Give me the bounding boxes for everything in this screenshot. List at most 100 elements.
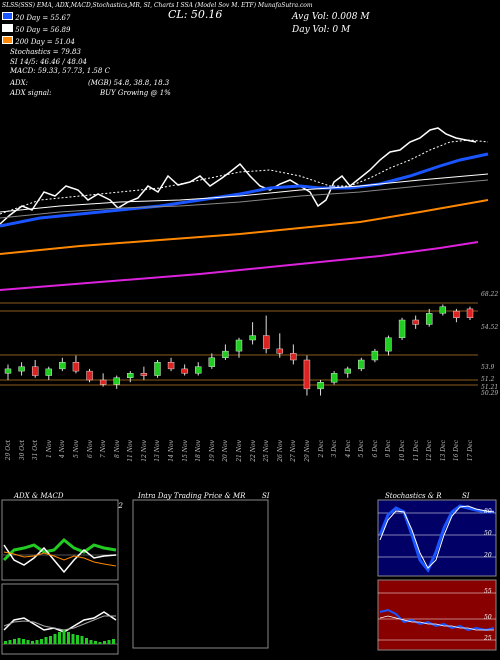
date-tick-label: 21 Nov [236, 440, 243, 462]
macd-bar [85, 638, 88, 644]
date-tick-label: 4 Dec [344, 440, 352, 458]
macd-bar [103, 641, 106, 644]
candle-body [276, 348, 283, 354]
date-tick-label: 13 Dec [439, 440, 447, 462]
candle-body [167, 362, 175, 370]
ema200-legend: 200 Day = 51.04 [2, 36, 75, 46]
date-tick-label: 15 Nov [181, 440, 189, 462]
date-tick-label: 13 Nov [154, 440, 162, 462]
date-tick-label: 29 Nov [303, 440, 311, 462]
si-level-55: 55 [484, 588, 492, 595]
intraday-panel [132, 499, 269, 649]
date-tick-label: 5 Dec [358, 440, 366, 458]
adx-line [3, 551, 117, 567]
macd-bar [107, 640, 111, 644]
stoch-title: Stochastics & R [385, 492, 442, 500]
candle-body [344, 368, 351, 374]
ema20-legend: 20 Day = 55.67 [2, 12, 70, 22]
date-tick-label: 4 Nov [59, 440, 67, 458]
candle-body [453, 310, 460, 318]
macd-bar [17, 638, 21, 644]
candle-body [72, 362, 80, 372]
macd-bar [35, 640, 39, 644]
date-tick-label: 1 Nov [45, 440, 53, 458]
day-volume: Day Vol: 0 M [292, 25, 351, 35]
si-value: SI 14/5: 46.46 / 48.04 [10, 58, 87, 66]
candle-body [303, 359, 311, 390]
candle-body [45, 368, 52, 376]
candle-body [154, 362, 161, 376]
price-level-3: 53.9 [481, 364, 495, 371]
date-tick-label: 20 Nov [222, 440, 230, 462]
date-tick-label: 2 Dec [317, 440, 325, 458]
candle-body [235, 339, 243, 352]
stoch-level-50: 50 [484, 530, 492, 537]
upper-band-2 [0, 179, 489, 219]
candle-body [290, 353, 297, 361]
date-tick-label: 12 Nov [140, 440, 148, 462]
candle-body [59, 362, 66, 370]
ema200-label: 200 Day = 51.04 [15, 38, 75, 46]
macd-bar [53, 634, 57, 644]
macd-bar [31, 641, 34, 644]
si-blue-line [379, 608, 495, 632]
ema20-label: 20 Day = 55.67 [15, 14, 71, 22]
price-level-2: 54.52 [481, 324, 499, 331]
candle-body [439, 306, 447, 314]
macd-bar [13, 639, 16, 644]
date-tick-label: 10 Dec [399, 440, 407, 462]
candle-body [4, 368, 12, 374]
macd-histogram [4, 630, 115, 644]
candle-body [262, 335, 270, 350]
candle-body [385, 337, 392, 352]
macd-bar [58, 632, 61, 644]
date-tick-label: 8 Nov [113, 440, 121, 458]
candles-group [4, 304, 474, 396]
price-line [0, 127, 477, 225]
candle-body [18, 366, 25, 372]
si-level-25: 25 [484, 635, 492, 642]
adx-signal-text: BUY Growing @ 1% [100, 89, 171, 97]
date-tick-label: 26 Nov [276, 440, 284, 462]
macd-bar [4, 641, 7, 644]
candle-body [426, 313, 433, 325]
candle-body [86, 370, 93, 381]
price-level-4: 51.2 [481, 376, 495, 383]
price-level-5: 51.21 [481, 384, 499, 391]
intraday-title: Intra Day Trading Price & MR [138, 492, 246, 500]
adx-panel-frame [1, 499, 119, 581]
lower-band-line [0, 241, 479, 291]
candle-body [317, 382, 324, 390]
si-white-line [379, 615, 494, 631]
candle-body [358, 359, 365, 370]
candle-body [222, 350, 229, 358]
stoch-panel [377, 499, 497, 577]
ema50-swatch [2, 24, 13, 32]
macd-bar [71, 634, 75, 644]
candle-body [249, 335, 256, 341]
macd-panel-frame [1, 583, 119, 655]
macd-bar [44, 637, 48, 644]
date-tick-label: 11 Dec [412, 440, 420, 462]
macd-bar [112, 639, 115, 644]
macd-bar [8, 640, 12, 644]
candle-body [208, 357, 216, 367]
date-tick-label: 29 Oct [5, 440, 12, 461]
adx-label: ADX: [10, 79, 29, 87]
date-tick-label: 22 Nov [249, 440, 257, 462]
date-tick-label: 30 Oct [18, 440, 26, 461]
ema20-line [0, 152, 489, 228]
adx-plus-line [2, 537, 117, 562]
intraday-si: SI [262, 492, 270, 500]
adx-panel-values: ADX: 34.75 +DY: 38.27 -DY: 18.32 [2, 502, 123, 510]
date-tick-label: 18 Nov [195, 440, 203, 462]
stoch-level-20: 20 [484, 552, 492, 559]
date-tick-label: 7 Nov [100, 440, 108, 458]
candle-body [195, 366, 202, 374]
stoch-k-line [378, 504, 494, 573]
stoch-d-line [379, 505, 495, 569]
macd-bar [80, 636, 84, 644]
ema20-swatch [2, 12, 13, 20]
date-tick-label: 12 Dec [426, 440, 434, 462]
candle-body [466, 308, 474, 318]
